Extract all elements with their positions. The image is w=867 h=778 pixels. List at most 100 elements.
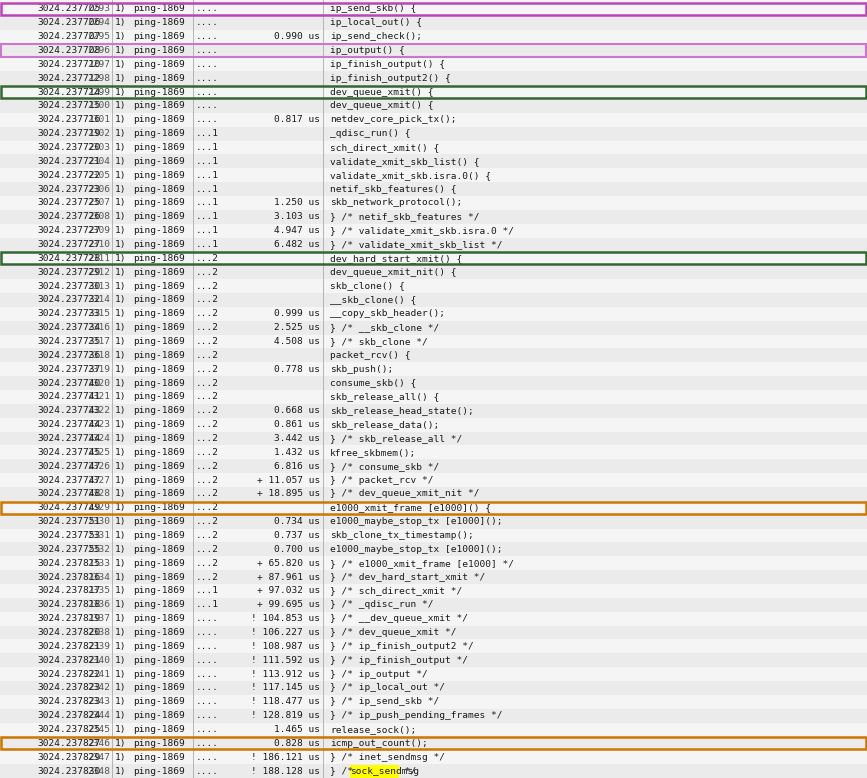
Text: 3024.237722: 3024.237722: [37, 170, 101, 180]
Text: 1): 1): [115, 74, 127, 82]
Text: ip_local_out() {: ip_local_out() {: [330, 19, 422, 27]
Text: ...2: ...2: [196, 337, 219, 346]
Text: 3024.237728: 3024.237728: [37, 254, 101, 263]
Text: 2335: 2335: [87, 587, 110, 595]
Text: skb_release_head_state();: skb_release_head_state();: [330, 406, 473, 415]
Text: ...2: ...2: [196, 517, 219, 526]
Bar: [350, 765, 400, 777]
Text: } /* packet_rcv */: } /* packet_rcv */: [330, 475, 434, 485]
Text: dev_queue_xmit() {: dev_queue_xmit() {: [330, 88, 434, 96]
Text: 2342: 2342: [87, 683, 110, 692]
Text: ....: ....: [196, 115, 219, 124]
Text: 1): 1): [115, 157, 127, 166]
Bar: [0, 737, 867, 750]
Text: 3024.237818: 3024.237818: [37, 601, 101, 609]
Text: ...1: ...1: [196, 157, 219, 166]
Text: 2336: 2336: [87, 601, 110, 609]
Text: ping-1869: ping-1869: [133, 296, 185, 304]
Text: 1): 1): [115, 88, 127, 96]
Text: ...2: ...2: [196, 545, 219, 554]
Text: ! 118.477 us: ! 118.477 us: [251, 697, 320, 706]
Text: 1): 1): [115, 489, 127, 499]
Text: 2306: 2306: [87, 184, 110, 194]
Text: 1): 1): [115, 184, 127, 194]
Text: validate_xmit_skb_list() {: validate_xmit_skb_list() {: [330, 157, 479, 166]
Text: ....: ....: [196, 88, 219, 96]
Text: + 99.695 us: + 99.695 us: [257, 601, 320, 609]
Bar: [0, 390, 867, 404]
Bar: [0, 72, 867, 85]
Bar: [0, 237, 867, 251]
Text: 2337: 2337: [87, 614, 110, 623]
Bar: [0, 723, 867, 737]
Text: ...2: ...2: [196, 559, 219, 568]
Text: 0.734 us: 0.734 us: [274, 517, 320, 526]
Text: 3024.237716: 3024.237716: [37, 115, 101, 124]
Bar: [0, 542, 867, 556]
Bar: [0, 154, 867, 168]
Text: 2330: 2330: [87, 517, 110, 526]
Text: ....: ....: [196, 766, 219, 776]
Text: 1): 1): [115, 60, 127, 69]
Text: 3024.237707: 3024.237707: [37, 32, 101, 41]
Bar: [1, 738, 866, 749]
Text: 1): 1): [115, 531, 127, 540]
Text: ping-1869: ping-1869: [133, 614, 185, 623]
Text: } /* dev_queue_xmit_nit */: } /* dev_queue_xmit_nit */: [330, 489, 479, 499]
Text: } /* validate_xmit_skb_list */: } /* validate_xmit_skb_list */: [330, 240, 503, 249]
Text: 1): 1): [115, 725, 127, 734]
Text: ...1: ...1: [196, 226, 219, 235]
Text: } /* consume_skb */: } /* consume_skb */: [330, 461, 440, 471]
Bar: [0, 570, 867, 584]
Text: 1): 1): [115, 337, 127, 346]
Bar: [0, 127, 867, 141]
Text: ping-1869: ping-1869: [133, 198, 185, 208]
Text: 1): 1): [115, 254, 127, 263]
Text: 0.817 us: 0.817 us: [274, 115, 320, 124]
Text: ...2: ...2: [196, 420, 219, 429]
Text: 2302: 2302: [87, 129, 110, 138]
Text: ping-1869: ping-1869: [133, 115, 185, 124]
Text: ...2: ...2: [196, 573, 219, 582]
Text: ping-1869: ping-1869: [133, 628, 185, 637]
Text: 3024.237736: 3024.237736: [37, 351, 101, 360]
Bar: [0, 58, 867, 72]
Text: + 65.820 us: + 65.820 us: [257, 559, 320, 568]
Text: ...2: ...2: [196, 268, 219, 277]
Bar: [0, 265, 867, 279]
Bar: [0, 30, 867, 44]
Bar: [0, 473, 867, 487]
Text: netdev_core_pick_tx();: netdev_core_pick_tx();: [330, 115, 457, 124]
Text: ping-1869: ping-1869: [133, 545, 185, 554]
Text: 2322: 2322: [87, 406, 110, 415]
Text: 3024.237745: 3024.237745: [37, 448, 101, 457]
Text: ping-1869: ping-1869: [133, 420, 185, 429]
Bar: [0, 654, 867, 668]
Text: ping-1869: ping-1869: [133, 752, 185, 762]
Text: 2325: 2325: [87, 448, 110, 457]
Text: ....: ....: [196, 101, 219, 110]
Text: ....: ....: [196, 697, 219, 706]
Text: 3024.237732: 3024.237732: [37, 296, 101, 304]
Text: 1): 1): [115, 240, 127, 249]
Text: 1): 1): [115, 420, 127, 429]
Text: ...2: ...2: [196, 392, 219, 401]
Text: ...1: ...1: [196, 601, 219, 609]
Text: validate_xmit_skb.isra.0() {: validate_xmit_skb.isra.0() {: [330, 170, 491, 180]
Text: 2308: 2308: [87, 212, 110, 221]
Text: ping-1869: ping-1869: [133, 310, 185, 318]
Text: 1): 1): [115, 351, 127, 360]
Text: 3024.237829: 3024.237829: [37, 752, 101, 762]
Text: 1): 1): [115, 170, 127, 180]
Text: e1000_xmit_frame [e1000]() {: e1000_xmit_frame [e1000]() {: [330, 503, 491, 512]
Text: 3024.237730: 3024.237730: [37, 282, 101, 290]
Text: __copy_skb_header();: __copy_skb_header();: [330, 310, 445, 318]
Text: 3024.237749: 3024.237749: [37, 503, 101, 512]
Text: 3024.237751: 3024.237751: [37, 517, 101, 526]
Text: ping-1869: ping-1869: [133, 517, 185, 526]
Text: 2326: 2326: [87, 461, 110, 471]
Text: ping-1869: ping-1869: [133, 74, 185, 82]
Text: ....: ....: [196, 32, 219, 41]
Text: 1): 1): [115, 32, 127, 41]
Text: } /* netif_skb_features */: } /* netif_skb_features */: [330, 212, 479, 221]
